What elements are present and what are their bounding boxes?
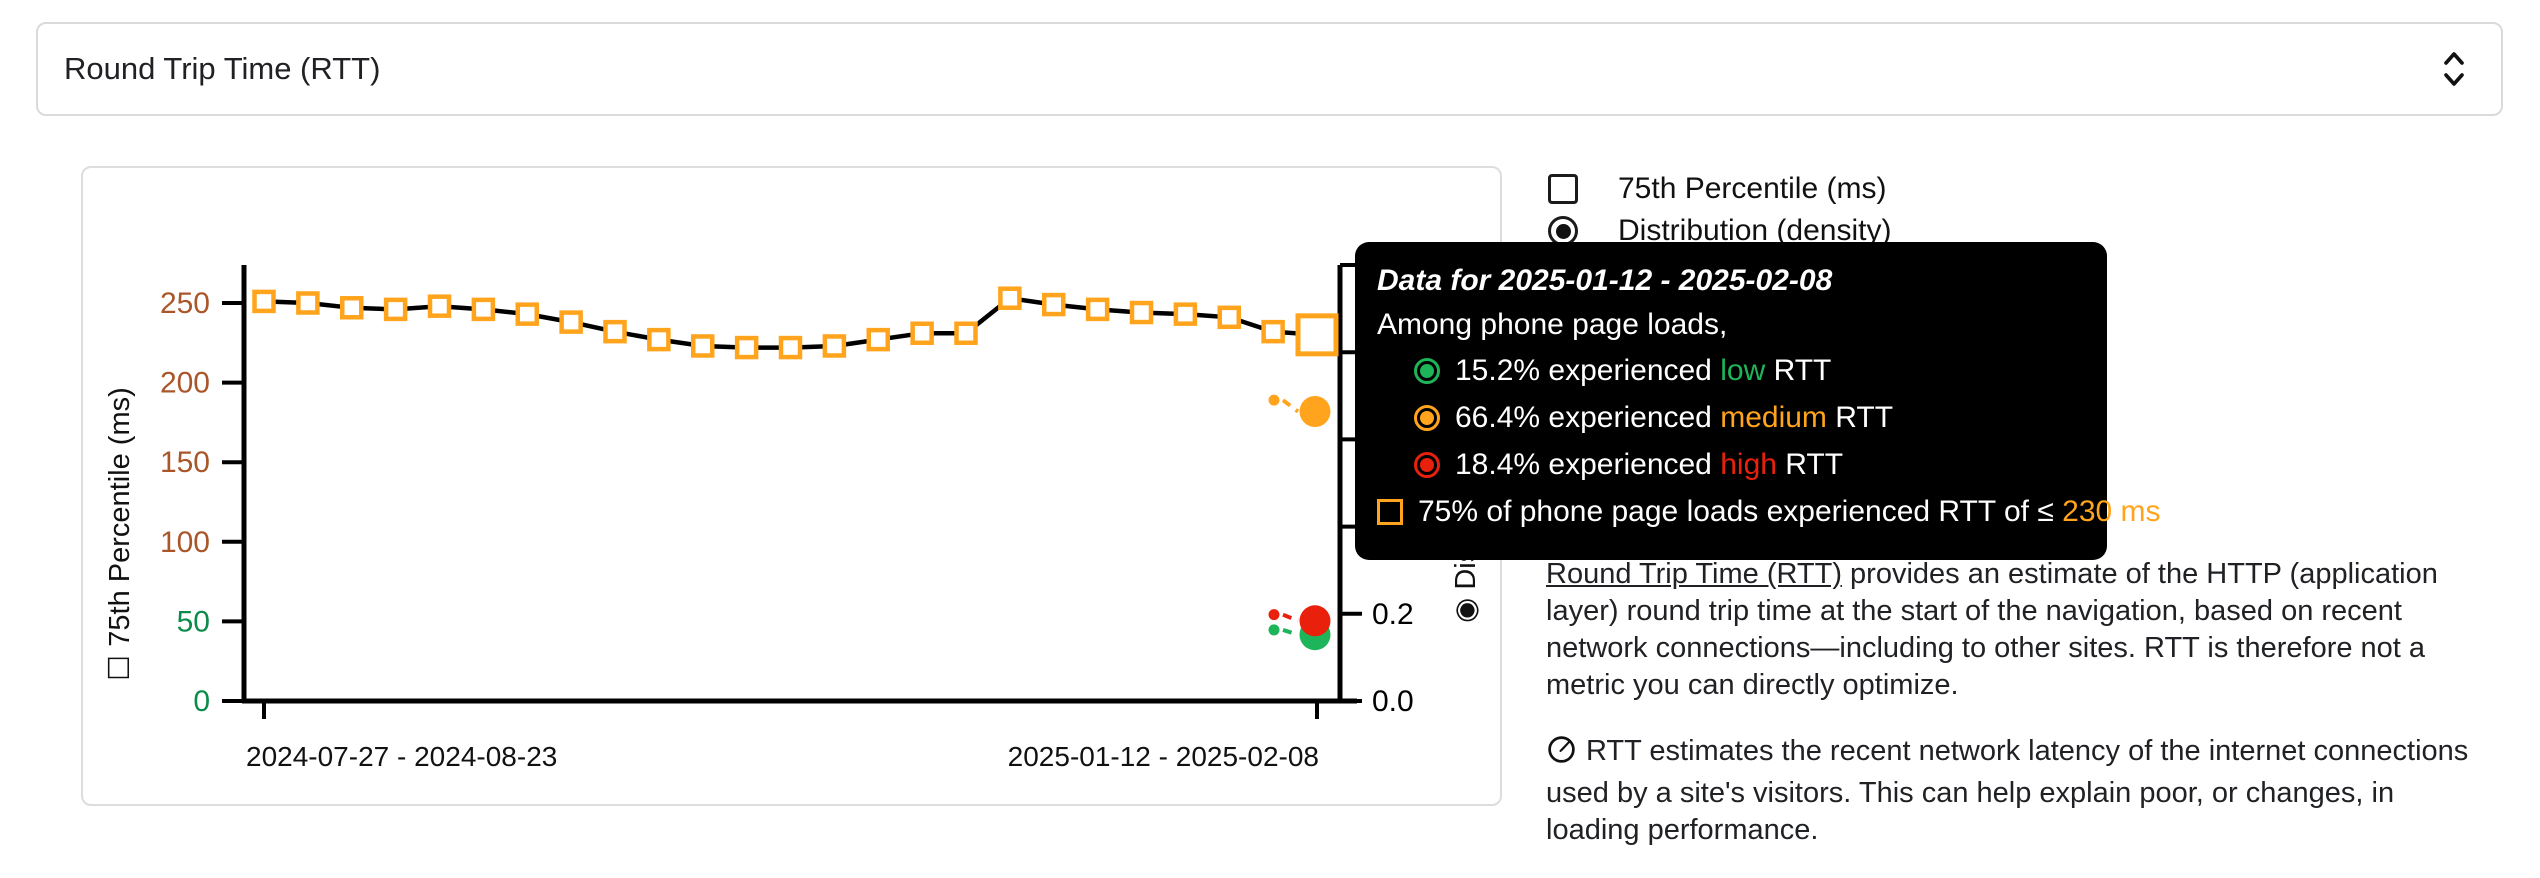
percentile-checkbox[interactable] bbox=[1548, 174, 1578, 204]
chart-series-legend: 75th Percentile (ms) Distribution (densi… bbox=[1548, 168, 1891, 252]
series-marker[interactable] bbox=[866, 327, 890, 352]
series-marker[interactable] bbox=[910, 321, 934, 345]
y2-tick-label: 0.2 bbox=[1372, 598, 1414, 631]
density-previous-low bbox=[1268, 624, 1280, 636]
y-axis-title: ☐ 75th Percentile (ms) bbox=[104, 387, 136, 681]
series-marker[interactable] bbox=[559, 310, 583, 334]
series-marker[interactable] bbox=[954, 321, 978, 345]
y-tick-label: 150 bbox=[160, 446, 210, 479]
tooltip-item-medium: 66.4% experienced medium RTT bbox=[1377, 394, 2083, 441]
y-tick-label: 50 bbox=[177, 605, 210, 638]
high-rtt-icon bbox=[1414, 451, 1440, 478]
metric-selector[interactable]: Round Trip Time (RTT) bbox=[36, 22, 2503, 116]
x-tick-label: 2024-07-27 - 2024-08-23 bbox=[246, 741, 557, 772]
series-marker[interactable] bbox=[1042, 292, 1066, 317]
rtt-trend-chart: 0501001502002500.00.20.40.60.81.02024-07… bbox=[104, 249, 1482, 772]
y-tick-label: 200 bbox=[160, 367, 210, 400]
density-current-medium[interactable] bbox=[1299, 395, 1331, 427]
unfold-more-icon bbox=[2437, 46, 2471, 92]
y2-tick-label: 0.0 bbox=[1372, 685, 1414, 718]
tooltip-item-high: 18.4% experienced high RTT bbox=[1377, 441, 2083, 488]
series-marker[interactable] bbox=[998, 286, 1022, 310]
series-marker[interactable] bbox=[1085, 297, 1110, 322]
density-previous-medium bbox=[1268, 394, 1280, 406]
tooltip-subtitle: Among phone page loads, bbox=[1377, 308, 1728, 341]
density-current-high[interactable] bbox=[1299, 605, 1331, 637]
series-marker[interactable] bbox=[427, 294, 452, 318]
series-marker[interactable] bbox=[691, 334, 715, 358]
series-marker[interactable] bbox=[252, 289, 276, 314]
series-marker[interactable] bbox=[1129, 300, 1154, 325]
description-paragraph-1: Round Trip Time (RTT) provides an estima… bbox=[1546, 558, 2438, 701]
tooltip-title: Data for 2025-01-12 - 2025-02-08 bbox=[1377, 264, 1833, 297]
metric-selector-value: Round Trip Time (RTT) bbox=[64, 51, 381, 86]
tooltip-item-low: 15.2% experienced low RTT bbox=[1377, 347, 2083, 394]
x-tick-label: 2025-01-12 - 2025-02-08 bbox=[1008, 741, 1319, 772]
series-marker[interactable] bbox=[1217, 305, 1241, 330]
series-marker[interactable] bbox=[340, 296, 364, 320]
low-rtt-icon bbox=[1414, 357, 1440, 384]
percentile-checkbox-label: 75th Percentile (ms) bbox=[1618, 172, 1887, 205]
highlighted-point-marker[interactable] bbox=[1295, 313, 1339, 357]
percentile-square-icon bbox=[1377, 498, 1403, 525]
tooltip-threshold-row: 75% of phone page loads experienced RTT … bbox=[1377, 488, 2161, 535]
legend-row-distribution[interactable]: Distribution (density) bbox=[1548, 210, 1891, 252]
speedometer-icon bbox=[1546, 734, 1577, 775]
series-marker[interactable] bbox=[515, 302, 539, 326]
chart-hover-tooltip: Data for 2025-01-12 - 2025-02-08 Among p… bbox=[1355, 242, 2161, 560]
rtt-chart-card: 0501001502002500.00.20.40.60.81.02024-07… bbox=[81, 166, 1502, 806]
series-marker[interactable] bbox=[822, 334, 847, 358]
series-marker[interactable] bbox=[647, 327, 671, 352]
series-marker[interactable] bbox=[1173, 302, 1198, 326]
distribution-radio-label: Distribution (density) bbox=[1618, 214, 1892, 247]
series-marker[interactable] bbox=[603, 319, 627, 344]
series-marker[interactable] bbox=[296, 291, 320, 315]
series-marker[interactable] bbox=[734, 335, 759, 360]
legend-row-75th-percentile[interactable]: 75th Percentile (ms) bbox=[1548, 168, 1891, 210]
rtt-doc-link[interactable]: Round Trip Time (RTT) bbox=[1546, 558, 1842, 590]
density-previous-high bbox=[1268, 609, 1280, 621]
description-paragraph-2: RTT estimates the recent network latency… bbox=[1546, 734, 2469, 846]
series-marker[interactable] bbox=[471, 297, 496, 322]
y-tick-label: 100 bbox=[160, 526, 210, 559]
metric-description: Round Trip Time (RTT) provides an estima… bbox=[1546, 556, 2480, 878]
y-tick-label: 250 bbox=[160, 287, 210, 320]
series-marker[interactable] bbox=[1261, 319, 1285, 344]
series-marker[interactable] bbox=[778, 335, 803, 360]
medium-rtt-icon bbox=[1414, 404, 1440, 431]
y-tick-label: 0 bbox=[193, 685, 210, 718]
series-marker[interactable] bbox=[383, 297, 408, 322]
